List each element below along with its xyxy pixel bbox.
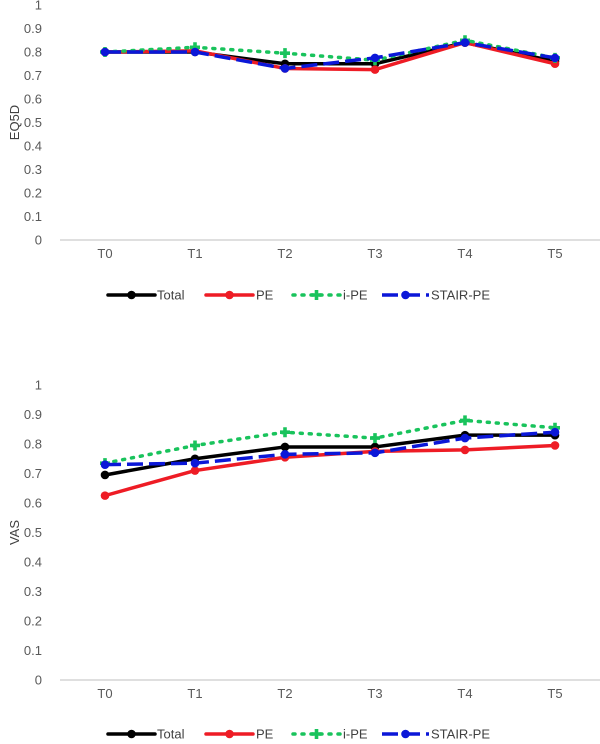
series-line-stair-pe (105, 40, 556, 71)
y-tick-label: 0.4 (24, 139, 42, 154)
data-point-stair-pe (550, 427, 560, 437)
y-tick-label: 0.1 (24, 643, 42, 658)
chart-1: 0 0.1 0.2 0.3 0.4 0.5 0.6 0.7 0.8 0.9 1 T0 T1 T2 T3 T4 T… (7, 0, 600, 303)
y-tick-label: 0.8 (24, 437, 42, 452)
x-tick-label: T1 (187, 686, 202, 701)
y-axis-title: VAS (7, 520, 22, 545)
data-point-i-pe (550, 422, 560, 433)
data-point-stair-pe (370, 53, 380, 63)
series-line-i-pe (103, 38, 557, 62)
y-tick-label: 0.1 (24, 209, 42, 224)
legend-marker-total (127, 290, 136, 300)
data-point-total (100, 470, 110, 480)
y-tick-label: 0.7 (24, 68, 42, 83)
data-point-stair-pe (550, 53, 560, 63)
x-tick-label: T4 (457, 686, 472, 701)
y-tick-label: 0.7 (24, 466, 42, 481)
x-tick-label: T4 (457, 246, 472, 261)
data-point-pe (100, 491, 110, 500)
y-tick-label: 0.8 (24, 45, 42, 60)
data-point-pe (550, 59, 560, 69)
y-tick-label: 0.2 (24, 614, 42, 629)
chart-2: 0 0.1 0.2 0.3 0.4 0.5 0.6 0.7 0.8 0.9 1 T0 T1 T2 T3 T4 T… (7, 378, 600, 742)
data-point-i-pe (370, 433, 381, 444)
y-tick-label: 1 (35, 378, 42, 393)
legend-label-i-pe: i-PE (343, 727, 368, 740)
legend-label-stair-pe: STAIR-PE (431, 288, 490, 303)
y-tick-label: 0.2 (24, 186, 42, 201)
x-tick-label: T0 (97, 246, 112, 261)
y-tick-label: 0.9 (24, 407, 42, 422)
data-point-stair-pe (460, 38, 470, 47)
data-point-pe (370, 65, 380, 74)
data-point-pe (190, 466, 200, 475)
x-tick-label: T3 (367, 686, 382, 701)
x-tick-label: T1 (187, 246, 202, 261)
data-point-stair-pe (100, 47, 110, 57)
data-point-stair-pe (100, 460, 110, 469)
y-tick-label: 0.3 (24, 162, 42, 177)
legend-label-total: Total (157, 288, 185, 303)
data-point-pe (550, 441, 560, 450)
series-line-total (103, 433, 557, 477)
data-point-stair-pe (280, 450, 290, 459)
legend-label-i-pe: i-PE (343, 288, 368, 303)
data-point-stair-pe (190, 458, 200, 468)
y-tick-label: 0.4 (24, 555, 42, 570)
y-tick-label: 0.5 (24, 115, 42, 130)
legend-marker-stair-pe (401, 290, 410, 300)
y-tick-label: 0.3 (24, 584, 42, 599)
x-tick-label: T5 (547, 246, 562, 261)
data-point-i-pe (190, 440, 200, 451)
x-tick-label: T2 (277, 686, 292, 701)
legend-marker-total (127, 729, 136, 739)
series-line-i-pe (103, 418, 557, 465)
y-tick-label: 0 (35, 673, 42, 688)
legend-label-pe: PE (256, 288, 274, 303)
series-line-stair-pe (104, 430, 556, 467)
data-point-i-pe (460, 415, 471, 426)
data-point-stair-pe (190, 47, 200, 57)
legend-marker-pe (225, 729, 234, 739)
data-point-i-pe (280, 427, 291, 438)
y-tick-label: 0.6 (24, 496, 42, 511)
data-point-stair-pe (460, 433, 470, 443)
y-tick-label: 0 (35, 233, 42, 248)
legend-marker-i-pe (311, 729, 322, 739)
data-point-i-pe (190, 42, 200, 53)
y-tick-label: 0.6 (24, 92, 42, 107)
y-tick-label: 0.5 (24, 525, 42, 540)
legend-marker-stair-pe (401, 729, 410, 739)
legend-label-pe: PE (256, 727, 274, 740)
legend-label-total: Total (157, 727, 185, 740)
data-point-stair-pe (370, 448, 380, 458)
x-tick-label: T2 (277, 246, 292, 261)
x-tick-label: T3 (367, 246, 382, 261)
data-point-total (280, 442, 290, 452)
data-point-pe (460, 445, 470, 455)
y-axis-title: EQ5D (7, 105, 22, 140)
y-tick-label: 1 (35, 0, 42, 13)
x-tick-label: T5 (547, 686, 562, 701)
legend-marker-i-pe (311, 290, 322, 301)
legend-marker-pe (225, 290, 234, 300)
x-tick-label: T0 (97, 686, 112, 701)
data-point-stair-pe (280, 64, 290, 73)
y-tick-label: 0.9 (24, 21, 42, 36)
data-point-i-pe (280, 48, 291, 59)
legend-label-stair-pe: STAIR-PE (431, 727, 490, 740)
